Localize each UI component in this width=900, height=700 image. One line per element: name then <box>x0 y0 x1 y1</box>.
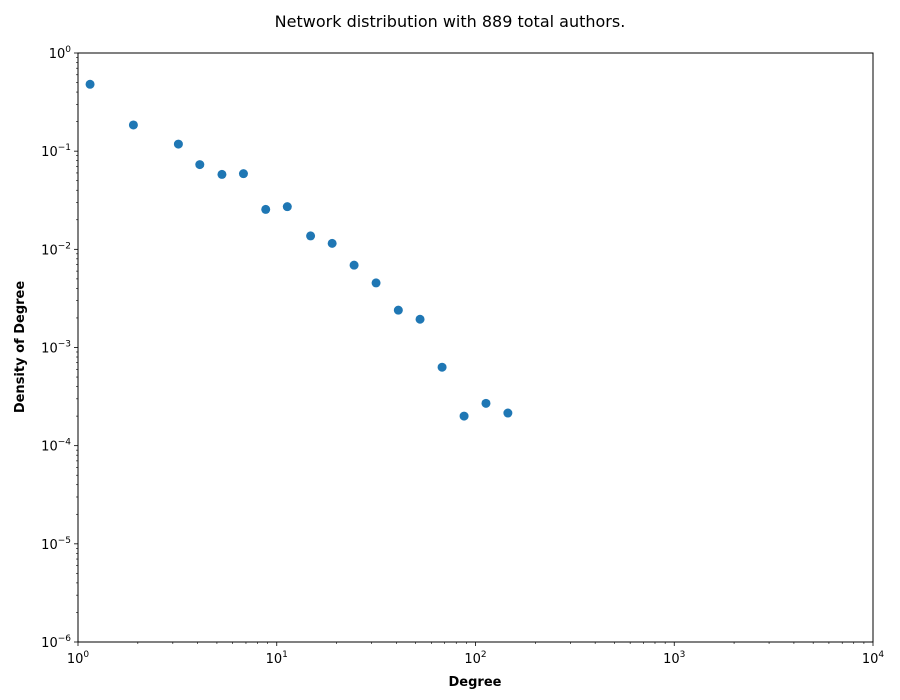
x-tick-label: 101 <box>266 650 288 667</box>
data-point <box>349 260 359 270</box>
data-point <box>327 238 337 248</box>
data-point <box>217 169 227 179</box>
x-tick-label: 102 <box>464 650 486 667</box>
y-tick-label: 10−1 <box>41 143 71 160</box>
x-tick-label: 104 <box>862 650 885 667</box>
data-point <box>85 79 95 89</box>
data-point <box>371 278 381 288</box>
data-point <box>481 398 491 408</box>
data-point <box>173 139 183 149</box>
data-point <box>503 408 513 418</box>
x-tick-label: 103 <box>663 650 685 667</box>
plot-area: 100 101 102 103 104 100 10−1 10−2 10−3 10−4 10−5 10… <box>41 45 884 667</box>
y-tick-label: 10−5 <box>41 536 71 553</box>
y-tick-label: 10−2 <box>41 241 71 258</box>
x-axis-label: Degree <box>449 675 502 690</box>
data-point <box>282 202 292 212</box>
data-point <box>261 204 271 214</box>
data-point <box>415 314 425 324</box>
y-tick-label: 10−3 <box>41 340 71 357</box>
plot-frame <box>77 52 874 643</box>
data-point <box>195 160 205 170</box>
y-tick-label: 100 <box>49 45 72 62</box>
data-point <box>393 305 403 315</box>
data-series <box>85 79 513 421</box>
data-point <box>437 362 447 372</box>
x-tick-label: 100 <box>67 650 90 667</box>
y-tick-label: 10−4 <box>41 438 71 455</box>
y-tick-label: 10−6 <box>41 634 71 651</box>
chart-title: Network distribution with 889 total auth… <box>275 12 626 31</box>
data-point <box>459 411 469 421</box>
data-point <box>128 120 138 130</box>
y-axis-label: Density of Degree <box>13 281 28 414</box>
data-point <box>238 169 248 179</box>
data-point <box>306 231 316 241</box>
